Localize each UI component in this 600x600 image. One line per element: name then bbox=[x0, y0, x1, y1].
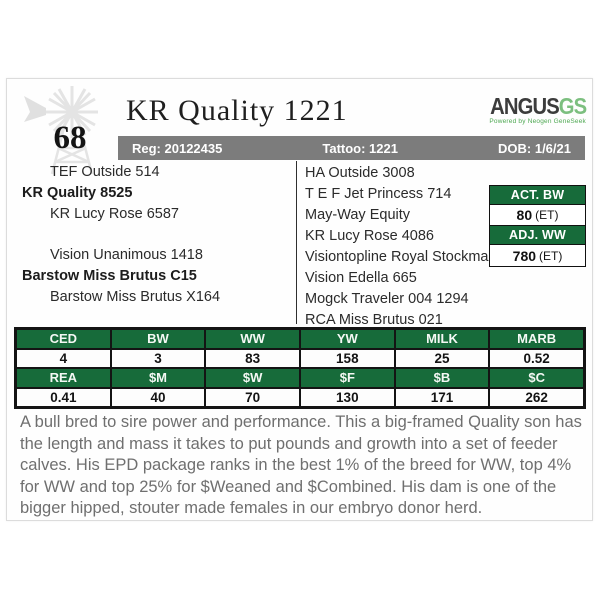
adj-ww-et-flag: (ET) bbox=[539, 248, 563, 263]
epd-value: 158 bbox=[299, 348, 395, 368]
epd-header: REA bbox=[16, 368, 111, 388]
epd-table: CED BW WW YW MILK MARB 4 3 83 158 25 0.5… bbox=[14, 327, 586, 409]
epd-value: 3 bbox=[110, 348, 206, 368]
epd-header: $W bbox=[205, 368, 300, 388]
pedigree-line: Visiontopline Royal Stockman bbox=[305, 249, 497, 265]
weights-box: ACT. BW 80 (ET) ADJ. WW 780 (ET) bbox=[489, 185, 586, 267]
pedigree-sire-granddam: KR Lucy Rose 6587 bbox=[50, 206, 179, 222]
pedigree-line: Vision Edella 665 bbox=[305, 270, 417, 286]
epd-header: MARB bbox=[489, 329, 584, 349]
windmill-logo-icon bbox=[24, 86, 98, 175]
pedigree-column-divider bbox=[296, 161, 297, 324]
epd-header: $C bbox=[489, 368, 584, 388]
epd-value: 40 bbox=[110, 387, 206, 407]
epd-value: 171 bbox=[394, 387, 490, 407]
pedigree-line: KR Lucy Rose 4086 bbox=[305, 228, 434, 244]
epd-header: $B bbox=[394, 368, 490, 388]
epd-value: 70 bbox=[205, 387, 300, 407]
epd-header: CED bbox=[16, 329, 111, 349]
epd-header: YW bbox=[299, 329, 395, 349]
pedigree-sire-grandsire: TEF Outside 514 bbox=[50, 164, 160, 180]
epd-value: 0.41 bbox=[16, 387, 111, 407]
act-bw-header: ACT. BW bbox=[490, 186, 585, 205]
brand-angus-text: ANGUS bbox=[489, 93, 560, 119]
epd-value: 0.52 bbox=[489, 348, 584, 368]
act-bw-et-flag: (ET) bbox=[535, 208, 559, 222]
act-bw-number: 80 bbox=[516, 207, 533, 223]
angus-gs-logo: ANGUSGS Powered by Neogen GeneSeek bbox=[440, 93, 587, 126]
adj-ww-header: ADJ. WW bbox=[490, 226, 585, 245]
animal-name-title: KR Quality 1221 bbox=[126, 94, 348, 127]
tattoo: Tattoo: 1221 bbox=[322, 140, 398, 156]
pedigree-line: T E F Jet Princess 714 bbox=[305, 186, 452, 202]
epd-header: BW bbox=[110, 329, 206, 349]
dob: DOB: 1/6/21 bbox=[498, 140, 571, 156]
pedigree-dam-grandsire: Vision Unanimous 1418 bbox=[50, 247, 203, 263]
pedigree-line: HA Outside 3008 bbox=[305, 165, 415, 181]
epd-value: 83 bbox=[205, 348, 300, 368]
epd-header: MILK bbox=[394, 329, 490, 349]
pedigree-sire: KR Quality 8525 bbox=[22, 185, 133, 201]
pedigree-dam: Barstow Miss Brutus C15 bbox=[22, 268, 197, 284]
pedigree-line: RCA Miss Brutus 021 bbox=[305, 312, 443, 328]
adj-ww-value: 780 (ET) bbox=[490, 245, 585, 266]
pedigree-line: Mogck Traveler 004 1294 bbox=[305, 291, 469, 307]
epd-header: $M bbox=[110, 368, 206, 388]
epd-value: 25 bbox=[394, 348, 490, 368]
adj-ww-number: 780 bbox=[512, 247, 537, 264]
epd-value: 130 bbox=[299, 387, 395, 407]
act-bw-value: 80 (ET) bbox=[490, 205, 585, 226]
epd-header: $F bbox=[299, 368, 395, 388]
brand-gs-text: GS bbox=[558, 93, 587, 119]
registration-bar: Reg: 20122435 Tattoo: 1221 DOB: 1/6/21 bbox=[118, 136, 585, 160]
reg-number: Reg: 20122435 bbox=[132, 140, 223, 156]
brand-tagline: Powered by Neogen GeneSeek bbox=[489, 118, 586, 125]
angus-gs-logotype: ANGUSGS bbox=[489, 93, 587, 119]
epd-value: 4 bbox=[16, 348, 111, 368]
pedigree-dam-granddam: Barstow Miss Brutus X164 bbox=[50, 289, 221, 305]
lot-description: A bull bred to sire power and performanc… bbox=[20, 413, 582, 517]
pedigree-line: May-Way Equity bbox=[305, 207, 411, 223]
lot-number: 68 bbox=[53, 120, 87, 156]
epd-value: 262 bbox=[489, 387, 584, 407]
epd-header: WW bbox=[205, 329, 300, 349]
